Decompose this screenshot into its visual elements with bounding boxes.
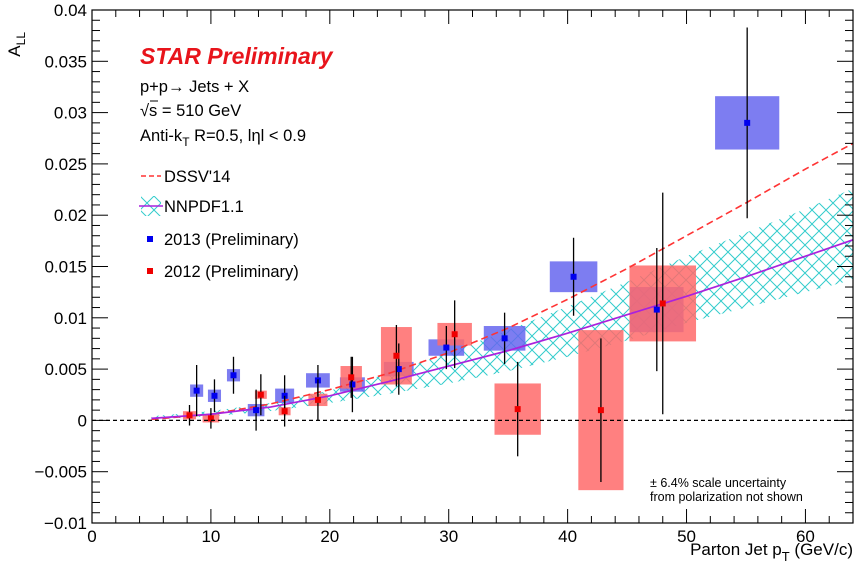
y-tick-label: −0.01 (44, 514, 87, 533)
x-tick-label: 60 (796, 527, 815, 546)
x-tick-label: 40 (558, 527, 577, 546)
data-point-2012 (514, 406, 521, 413)
y-tick-label: 0.005 (44, 360, 87, 379)
data-point-2012 (597, 407, 604, 414)
y-tick-label: 0.015 (44, 258, 87, 277)
scale-note-line-2: from polarization not shown (650, 490, 803, 504)
star-preliminary-label: STAR Preliminary (140, 43, 334, 69)
x-tick-label: 20 (320, 527, 339, 546)
data-point-2013 (744, 119, 751, 126)
process-label: p+p→ Jets + X (140, 78, 249, 96)
data-point-2013 (253, 407, 260, 414)
data-point-2012 (451, 331, 458, 338)
x-axis-title: Parton Jet pT (GeV/c) (690, 540, 853, 564)
data-point-2012 (186, 412, 193, 419)
legend-2013-marker (147, 236, 153, 242)
legend-2012-marker (147, 268, 153, 274)
data-point-2013 (570, 273, 577, 280)
x-tick-label: 30 (439, 527, 458, 546)
data-points (186, 27, 751, 482)
data-point-2012 (281, 408, 288, 415)
data-point-2013 (653, 306, 660, 313)
data-point-2012 (659, 300, 666, 307)
data-point-2012 (207, 415, 214, 422)
legend-dssv-label: DSSV'14 (164, 168, 230, 186)
legend-2013-label: 2013 (Preliminary) (164, 231, 299, 249)
y-tick-label: 0.04 (54, 1, 87, 20)
data-point-2013 (193, 387, 200, 394)
theory-curves (151, 142, 853, 421)
y-tick-label: 0.03 (54, 104, 87, 123)
y-tick-label: −0.005 (35, 463, 87, 482)
data-point-2012 (393, 352, 400, 359)
tick-labels: 0 10 20 30 40 50 60 −0.01 −0.005 0 0.005 0.01 0.015 0… (35, 1, 815, 546)
legend: DSSV'14 NNPDF1.1 2013 (Preliminary) 2012… (139, 168, 299, 281)
data-point-2012 (257, 391, 264, 398)
legend-nnpdf-label: NNPDF1.1 (164, 198, 244, 216)
systematic-boxes (182, 96, 780, 491)
y-tick-label: 0.035 (44, 52, 87, 71)
y-tick-label: 0.01 (54, 309, 87, 328)
x-tick-label: 50 (677, 527, 696, 546)
legend-2012-label: 2012 (Preliminary) (164, 263, 299, 281)
data-point-2012 (348, 374, 355, 381)
scale-note-line-1: ± 6.4% scale uncertainty (650, 476, 787, 490)
data-point-2012 (314, 396, 321, 403)
data-point-2013 (443, 344, 450, 351)
y-tick-label: 0 (78, 411, 87, 430)
nnpdf-band (151, 188, 853, 420)
data-point-2013 (211, 392, 218, 399)
data-point-2013 (395, 366, 402, 373)
nnpdf-curve (151, 239, 853, 420)
y-axis-title: ALL (5, 32, 28, 57)
nnpdf-uncertainty-band (151, 188, 853, 420)
axis-ticks (91, 9, 853, 524)
y-tick-label: 0.025 (44, 155, 87, 174)
data-point-2013 (501, 335, 508, 342)
data-point-2013 (349, 381, 356, 388)
dssv-curve (151, 142, 853, 421)
jet-definition-label: Anti-kT R=0.5, lηl < 0.9 (140, 127, 306, 149)
y-tick-label: 0.02 (54, 206, 87, 225)
x-tick-label: 10 (201, 527, 220, 546)
data-point-2013 (230, 372, 237, 379)
x-tick-label: 0 (87, 527, 96, 546)
energy-label: √s = 510 GeV (140, 102, 241, 120)
